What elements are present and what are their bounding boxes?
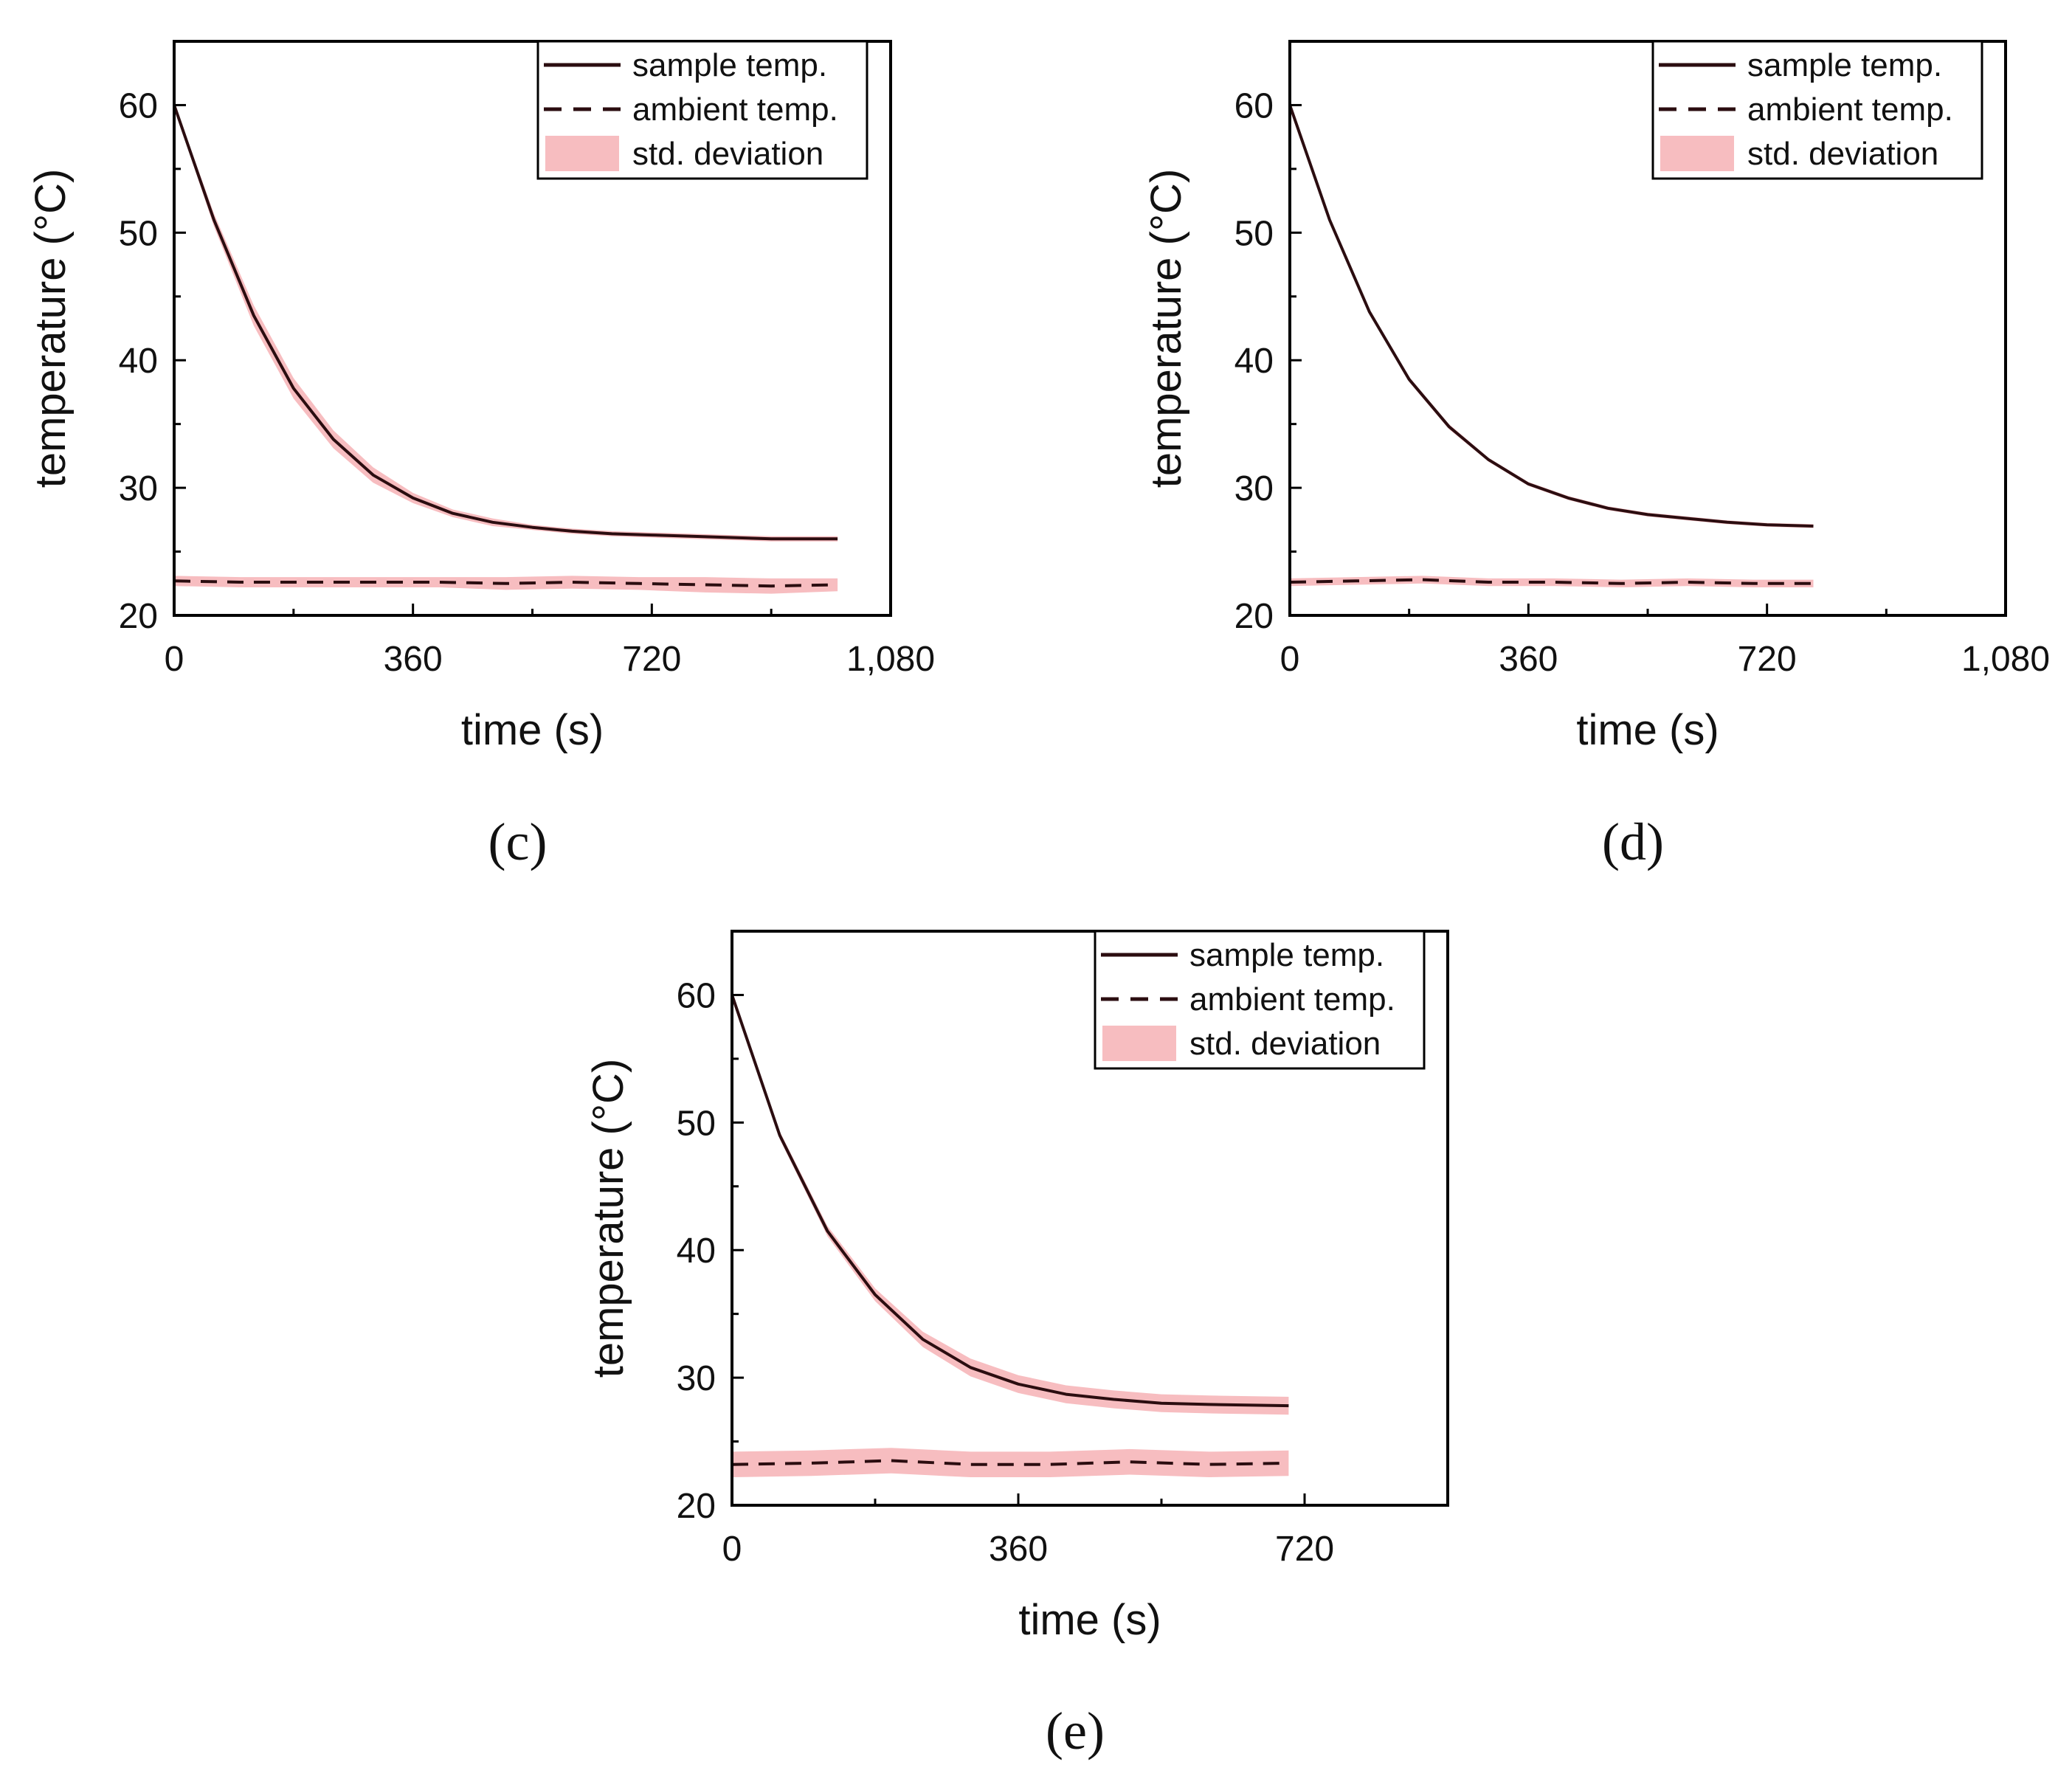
y-tick-label: 40 xyxy=(1234,342,1274,381)
x-tick-label: 1,080 xyxy=(1961,640,2050,679)
x-tick-label: 360 xyxy=(1499,640,1558,679)
y-tick-label: 50 xyxy=(1234,214,1274,253)
x-tick-label: 720 xyxy=(1275,1530,1334,1569)
legend-ambient-label: ambient temp. xyxy=(632,91,838,128)
std-bands xyxy=(1290,103,1814,587)
y-axis-title: temperature (°C) xyxy=(27,169,75,488)
tick-labels: 20 30 40 50 60 0 360 720 xyxy=(677,976,1334,1569)
legend-std-label: std. deviation xyxy=(1189,1026,1381,1062)
legend: sample temp. ambient temp. std. deviatio… xyxy=(1094,930,1426,1070)
tick-labels: 20 30 40 50 60 0 360 720 1,080 xyxy=(119,86,935,679)
series-lines xyxy=(1288,104,1814,585)
legend-ambient-label: ambient temp. xyxy=(1189,981,1395,1018)
legend-std-label: std. deviation xyxy=(632,136,823,172)
legend-ambient-label: ambient temp. xyxy=(1747,91,1953,128)
sample-temp-line xyxy=(1288,104,1814,528)
x-tick-label: 360 xyxy=(989,1530,1048,1569)
plot-frame xyxy=(1288,40,2007,617)
chart-panel-c: 20 30 40 50 60 0 360 720 1,080 time (s) temperat… xyxy=(27,40,935,871)
legend-std-label: std. deviation xyxy=(1747,136,1938,172)
x-tick-label: 720 xyxy=(1738,640,1797,679)
ambient-temp-line xyxy=(1289,578,1814,585)
x-tick-label: 0 xyxy=(165,640,184,679)
plot-frame xyxy=(173,40,892,617)
legend-std-swatch xyxy=(1102,1026,1176,1061)
y-tick-label: 40 xyxy=(119,342,158,381)
panel-label-d: (d) xyxy=(1602,812,1664,871)
y-tick-label: 30 xyxy=(1234,469,1274,508)
x-tick-label: 0 xyxy=(722,1530,742,1569)
legend: sample temp. ambient temp. std. deviatio… xyxy=(1651,40,1983,180)
y-tick-label: 30 xyxy=(677,1359,716,1398)
y-tick-label: 20 xyxy=(1234,597,1274,636)
x-axis-title: time (s) xyxy=(461,706,604,754)
panel-label-e: (e) xyxy=(1046,1702,1105,1761)
legend-sample-label: sample temp. xyxy=(1189,937,1384,973)
chart-panel-d: 20 30 40 50 60 0 360 720 1,080 time (s) temperat… xyxy=(1142,40,2050,871)
x-tick-label: 1,080 xyxy=(846,640,935,679)
y-tick-label: 60 xyxy=(119,86,158,125)
y-tick-label: 20 xyxy=(677,1487,716,1526)
y-tick-label: 20 xyxy=(119,597,158,636)
panel-label-c: (c) xyxy=(488,812,548,871)
legend: sample temp. ambient temp. std. deviatio… xyxy=(536,40,868,180)
x-tick-label: 0 xyxy=(1280,640,1300,679)
ambient-temp-line xyxy=(173,579,838,588)
legend-std-swatch xyxy=(545,136,619,171)
chart-panel-e: 20 30 40 50 60 0 360 720 time (s) temperature (… xyxy=(584,930,1449,1761)
y-tick-label: 50 xyxy=(119,214,158,253)
plot-frame xyxy=(731,930,1449,1507)
legend-sample-label: sample temp. xyxy=(1747,47,1942,83)
y-tick-label: 60 xyxy=(1234,86,1274,125)
sample-temp-line xyxy=(173,104,838,541)
y-axis-title: temperature (°C) xyxy=(584,1059,632,1378)
y-tick-label: 50 xyxy=(677,1104,716,1143)
tick-labels: 20 30 40 50 60 0 360 720 1,080 xyxy=(1234,86,2050,679)
y-tick-label: 30 xyxy=(119,469,158,508)
legend-sample-label: sample temp. xyxy=(632,47,827,83)
sample-temp-line xyxy=(731,994,1289,1408)
x-axis-title: time (s) xyxy=(1576,706,1719,754)
y-axis-title: temperature (°C) xyxy=(1142,169,1190,488)
std-band-ambient xyxy=(1290,576,1814,587)
x-axis-title: time (s) xyxy=(1018,1596,1161,1644)
ambient-temp-line xyxy=(731,1459,1289,1466)
series-lines xyxy=(173,104,838,588)
std-bands xyxy=(732,992,1289,1477)
y-tick-label: 40 xyxy=(677,1232,716,1271)
legend-std-swatch xyxy=(1660,136,1734,171)
y-tick-label: 60 xyxy=(677,976,716,1015)
x-tick-label: 720 xyxy=(622,640,681,679)
x-tick-label: 360 xyxy=(384,640,443,679)
series-lines xyxy=(731,994,1289,1466)
std-band-ambient xyxy=(732,1448,1289,1477)
